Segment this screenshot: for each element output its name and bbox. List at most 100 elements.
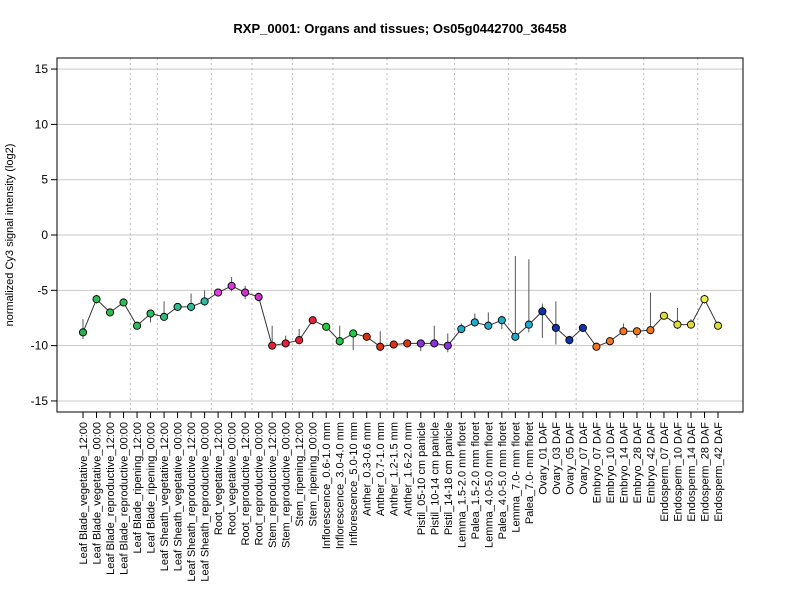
data-point bbox=[227, 281, 236, 290]
x-tick-label: Inflorescence_0.6-1.0 mm bbox=[321, 422, 333, 549]
y-tick-label: -5 bbox=[37, 283, 48, 297]
x-tick-label: Endosperm_07 DAF bbox=[659, 422, 671, 522]
data-point bbox=[632, 327, 641, 336]
x-tick-label: Anther_1.6-2.0 mm bbox=[402, 422, 414, 516]
x-tick-label: Pistil_05-10 cm panicle bbox=[416, 422, 428, 535]
data-point bbox=[443, 341, 452, 350]
data-point bbox=[605, 337, 614, 346]
y-tick-label: -10 bbox=[31, 339, 49, 353]
y-axis-label: normalized Cy3 signal intensity (log2) bbox=[4, 144, 16, 327]
data-point bbox=[241, 288, 250, 297]
x-tick-label: Leaf Blade_vegetative_12:00 bbox=[78, 422, 90, 565]
x-tick-label: Embryo_42 DAF bbox=[645, 422, 657, 504]
data-point bbox=[538, 307, 547, 316]
data-point bbox=[457, 324, 466, 334]
x-tick-label: Endosperm_28 DAF bbox=[699, 422, 711, 522]
data-point bbox=[214, 288, 223, 297]
x-tick-label: Stem_ripening_12:00 bbox=[294, 422, 306, 527]
y-tick-label: 5 bbox=[41, 173, 48, 187]
data-point bbox=[200, 297, 209, 306]
y-tick-label: 15 bbox=[35, 62, 49, 76]
data-point bbox=[470, 318, 479, 327]
x-tick-label: Embryo_14 DAF bbox=[618, 422, 630, 504]
data-point bbox=[389, 340, 398, 349]
data-point bbox=[376, 342, 385, 351]
x-tick-label: Lemma_1.5-2.0 mm floret bbox=[456, 422, 468, 548]
data-point bbox=[295, 336, 304, 345]
data-point bbox=[686, 320, 696, 329]
x-tick-label: Leaf Blade_ripening_12:00 bbox=[132, 422, 144, 554]
data-point bbox=[187, 302, 196, 311]
data-point bbox=[619, 327, 628, 336]
data-point bbox=[416, 339, 425, 348]
x-tick-label: Leaf Blade_ripening_00:00 bbox=[146, 422, 158, 554]
x-tick-label: Leaf Sheath_reproductive_12:00 bbox=[186, 422, 198, 582]
data-point bbox=[592, 342, 601, 351]
data-layer bbox=[78, 256, 723, 353]
x-tick-label: Leaf Blade_reproductive_00:00 bbox=[119, 422, 131, 575]
chart-title: RXP_0001: Organs and tissues; Os05g04427… bbox=[233, 21, 566, 36]
x-tick-label: Embryo_10 DAF bbox=[605, 422, 617, 504]
data-point bbox=[349, 329, 358, 338]
x-tick-label: Root_reproductive_12:00 bbox=[240, 422, 252, 546]
x-tick-label: Root_vegetative_12:00 bbox=[213, 422, 225, 535]
y-tick-label: 0 bbox=[41, 228, 48, 242]
x-tick-label: Leaf Sheath_reproductive_00:00 bbox=[200, 422, 212, 582]
x-tick-label: Anther_1.2-1.5 mm bbox=[389, 422, 401, 516]
x-tick-label: Anther_0.7-1.0 mm bbox=[375, 422, 387, 516]
data-point bbox=[268, 341, 277, 350]
data-point bbox=[403, 339, 412, 348]
group-separator-layer bbox=[129, 58, 699, 412]
data-point bbox=[254, 292, 263, 302]
x-tick-label: Endosperm_14 DAF bbox=[686, 422, 698, 522]
x-tick-label: Endosperm_10 DAF bbox=[672, 422, 684, 522]
data-point bbox=[308, 316, 317, 325]
x-tick-label: Lemma_7.0- mm floret bbox=[510, 422, 522, 533]
x-tick-label: Inflorescence_3.0-4.0 mm bbox=[335, 422, 347, 549]
x-tick-label: Ovary_07 DAF bbox=[578, 422, 590, 495]
data-point bbox=[92, 295, 101, 304]
x-tick-label: Leaf Blade_reproductive_12:00 bbox=[105, 422, 117, 575]
x-tick-label: Root_reproductive_00:00 bbox=[254, 422, 266, 546]
data-point bbox=[173, 302, 182, 311]
data-point bbox=[160, 312, 169, 321]
x-tick-label: Stem_reproductive_00:00 bbox=[281, 422, 293, 548]
x-tick-label: Anther_0.3-0.6 mm bbox=[362, 422, 374, 516]
x-tick-label: Embryo_07 DAF bbox=[591, 422, 603, 504]
data-point bbox=[322, 322, 331, 331]
data-point bbox=[700, 295, 709, 304]
data-point bbox=[105, 308, 115, 317]
data-point bbox=[362, 332, 371, 341]
data-point bbox=[132, 321, 142, 330]
data-point bbox=[578, 323, 587, 332]
data-point bbox=[713, 321, 723, 330]
data-point bbox=[673, 320, 682, 329]
x-tick-label: Palea_7.0- mm floret bbox=[524, 422, 536, 524]
axes-layer: 15 10 5 0 -5 -10 -15 Leaf Blade_vegetative_12:0… bbox=[31, 62, 725, 582]
data-point bbox=[646, 326, 655, 335]
data-point bbox=[511, 332, 520, 341]
y-tick-label: 10 bbox=[35, 117, 49, 131]
series-line bbox=[82, 285, 719, 348]
data-point bbox=[484, 321, 493, 330]
x-tick-label: Root_vegetative_00:00 bbox=[227, 422, 239, 535]
x-tick-label: Leaf Blade_vegetative_00:00 bbox=[92, 422, 104, 565]
x-tick-label: Endosperm_42 DAF bbox=[713, 422, 725, 522]
x-tick-label: Stem_reproductive_12:00 bbox=[267, 422, 279, 548]
data-point bbox=[335, 337, 344, 346]
data-point bbox=[146, 309, 155, 318]
x-tick-label: Inflorescence_5.0-10 mm bbox=[348, 422, 360, 546]
x-tick-label: Embryo_28 DAF bbox=[632, 422, 644, 504]
x-tick-label: Palea_4.0-5.0 mm floret bbox=[497, 422, 509, 539]
data-point bbox=[430, 339, 439, 348]
grid-layer bbox=[57, 68, 743, 402]
x-tick-label: Ovary_05 DAF bbox=[564, 422, 576, 495]
x-tick-label: Leaf Sheath_vegetative_00:00 bbox=[173, 422, 185, 571]
y-tick-label: -15 bbox=[31, 394, 49, 408]
plot-frame bbox=[56, 57, 744, 413]
data-point bbox=[565, 336, 574, 345]
data-point bbox=[497, 316, 506, 325]
data-point bbox=[659, 311, 669, 320]
x-tick-label: Pistil_14-18 cm panicle bbox=[443, 422, 455, 535]
